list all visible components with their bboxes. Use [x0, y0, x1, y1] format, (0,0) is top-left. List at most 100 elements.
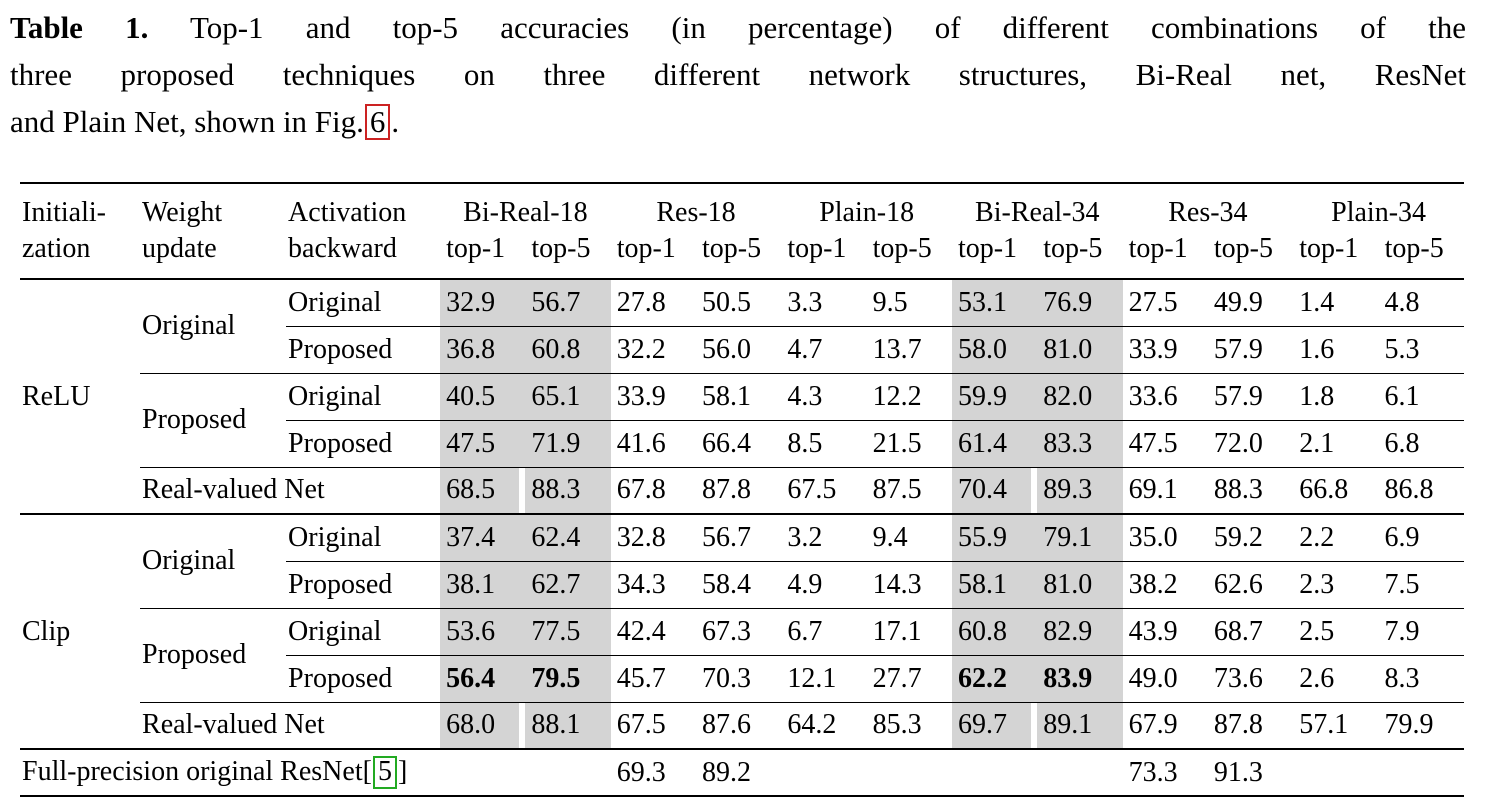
cell-res18-top5: 70.3 — [696, 655, 782, 703]
cell-plain18-top5: 9.4 — [866, 514, 952, 562]
cell-plain34-top5: 6.1 — [1378, 373, 1464, 421]
weight-update-cell: Proposed — [140, 608, 287, 703]
cell-plain18-top5: 21.5 — [866, 420, 952, 468]
cell-bireal18-top5 — [525, 749, 611, 797]
results-table: Initiali- zation Weight update Activatio… — [20, 182, 1464, 797]
citation-ref-link[interactable]: 5 — [372, 756, 397, 789]
table-row: Proposed Original 40.5 65.1 33.9 58.1 4.3 12.2 5… — [20, 373, 1464, 468]
activation-cell: Original — [286, 514, 441, 562]
cell-res34-top1: 35.0 — [1122, 514, 1208, 562]
table-row: Real-valued Net 68.0 88.1 67.5 87.6 64.2 85.3 6… — [20, 702, 1464, 750]
cell-plain18-top5: 14.3 — [866, 561, 952, 609]
weight-update-cell: Original — [140, 279, 287, 374]
subheader-top1: top-1 — [957, 233, 1018, 264]
caption-line-2: three proposed techniques on three diffe… — [10, 57, 1466, 92]
cell-bireal18-top5: 88.3 — [525, 467, 611, 515]
table-row: Proposed 56.4 79.5 45.7 70.3 12.1 27.7 62.2 83.9… — [20, 655, 1464, 703]
header-group-res34: Res-34 top-1 top-5 — [1122, 183, 1294, 280]
group-name: Res-34 — [1168, 197, 1248, 228]
header-initialization: Initiali- zation — [20, 183, 141, 280]
cell-plain18-top1: 8.5 — [781, 420, 867, 468]
cell-bireal34-top1: 58.1 — [951, 561, 1038, 609]
header-group-bireal18: Bi-Real-18 top-1 top-5 — [440, 183, 611, 280]
cell-bireal34-top5: 82.9 — [1037, 608, 1123, 656]
cell-bireal18-top5: 88.1 — [525, 702, 611, 750]
cell-plain34-top1: 66.8 — [1293, 467, 1379, 515]
cell-res18-top1: 32.2 — [610, 326, 697, 374]
cell-res18-top1: 34.3 — [610, 561, 697, 609]
subheader-top1: top-1 — [616, 233, 676, 264]
cell-bireal18-top1: 56.4 — [440, 655, 526, 703]
cell-bireal18-top5: 65.1 — [525, 373, 611, 421]
cell-res34-top1: 27.5 — [1122, 279, 1208, 327]
cell-plain34-top5: 79.9 — [1378, 702, 1464, 750]
activation-cell: Proposed — [286, 655, 441, 703]
cell-bireal34-top5: 83.9 — [1037, 655, 1123, 703]
cell-res34-top5: 73.6 — [1207, 655, 1294, 703]
caption-text-1: Top-1 and top-5 accuracies (in percentag… — [148, 10, 1467, 45]
cell-bireal34-top1: 55.9 — [951, 514, 1038, 562]
table-caption: Table 1. Top-1 and top-5 accuracies (in … — [10, 4, 1466, 145]
cell-res34-top1: 73.3 — [1122, 749, 1208, 797]
cell-res18-top5: 50.5 — [696, 279, 782, 327]
cell-res18-top5: 87.6 — [696, 702, 782, 750]
figure-ref-link[interactable]: 6 — [364, 104, 391, 140]
subheader-top5: top-5 — [1213, 233, 1273, 264]
cell-res34-top1: 33.6 — [1122, 373, 1208, 421]
cell-plain18-top5: 87.5 — [866, 467, 952, 515]
cell-res34-top5: 88.3 — [1207, 467, 1294, 515]
table-body: ReLU Original Original 32.9 56.7 27.8 50.5 3.3 9… — [20, 279, 1464, 797]
subheader-top5: top-5 — [872, 233, 932, 264]
cell-bireal18-top1: 47.5 — [440, 420, 526, 468]
cell-plain18-top5: 85.3 — [866, 702, 952, 750]
cell-res18-top1: 32.8 — [610, 514, 697, 562]
footer-label-text: Full-precision original ResNet — [22, 756, 363, 788]
caption-table-label: Table 1. — [10, 10, 149, 45]
caption-line-3: and Plain Net, shown in Fig. 6. — [10, 98, 1466, 145]
cell-res34-top1: 43.9 — [1122, 608, 1208, 656]
cell-bireal34-top5: 81.0 — [1037, 326, 1123, 374]
cell-bireal18-top1: 68.5 — [440, 467, 526, 515]
cell-bireal34-top5: 76.9 — [1037, 279, 1123, 327]
cell-plain18-top1: 3.2 — [781, 514, 867, 562]
cell-bireal18-top5: 60.8 — [525, 326, 611, 374]
cell-bireal34-top5 — [1037, 749, 1123, 797]
footer-bracket-close: ] — [397, 756, 408, 788]
header-group-plain18: Plain-18 top-1 top-5 — [781, 183, 952, 280]
cell-bireal34-top1: 69.7 — [951, 702, 1038, 750]
header-weight-update: Weight update — [140, 183, 287, 280]
header-row: Initiali- zation Weight update Activatio… — [20, 183, 1464, 280]
cell-bireal18-top5: 62.4 — [525, 514, 611, 562]
header-group-bireal34: Bi-Real-34 top-1 top-5 — [951, 183, 1123, 280]
header-initialization-line2: zation — [22, 233, 91, 264]
cell-res34-top5: 91.3 — [1207, 749, 1294, 797]
subheader-top5: top-5 — [531, 233, 591, 264]
table-row: Clip Original Original 37.4 62.4 32.8 56.7 3.2 9… — [20, 514, 1464, 750]
table-row: Proposed 47.5 71.9 41.6 66.4 8.5 21.5 61.4 83.3 4… — [20, 420, 1464, 468]
cell-res18-top5: 67.3 — [696, 608, 782, 656]
group-name: Plain-18 — [819, 197, 915, 228]
header-initialization-line1: Initiali- — [22, 197, 106, 228]
subheader-top5: top-5 — [1384, 233, 1444, 264]
header-weight-line2: update — [142, 233, 217, 264]
weight-update-cell: Original — [140, 514, 287, 609]
cell-bireal34-top1: 70.4 — [951, 467, 1038, 515]
cell-bireal34-top1 — [951, 749, 1038, 797]
weight-update-cell: Proposed — [140, 373, 287, 468]
cell-res18-top5: 56.7 — [696, 514, 782, 562]
cell-res34-top5: 57.9 — [1207, 326, 1294, 374]
cell-bireal34-top5: 83.3 — [1037, 420, 1123, 468]
cell-plain18-top1: 4.3 — [781, 373, 867, 421]
cell-bireal18-top1: 37.4 — [440, 514, 526, 562]
cell-plain18-top1: 12.1 — [781, 655, 867, 703]
cell-plain34-top1: 2.5 — [1293, 608, 1379, 656]
cell-plain18-top5: 17.1 — [866, 608, 952, 656]
subheader-top1: top-1 — [446, 233, 506, 264]
subheader-top1: top-1 — [1299, 233, 1359, 264]
init-cell: Clip — [20, 514, 141, 750]
cell-res18-top5: 66.4 — [696, 420, 782, 468]
cell-plain18-top5: 9.5 — [866, 279, 952, 327]
cell-plain34-top5: 8.3 — [1378, 655, 1464, 703]
cell-res34-top5: 68.7 — [1207, 608, 1294, 656]
activation-cell: Proposed — [286, 420, 441, 468]
